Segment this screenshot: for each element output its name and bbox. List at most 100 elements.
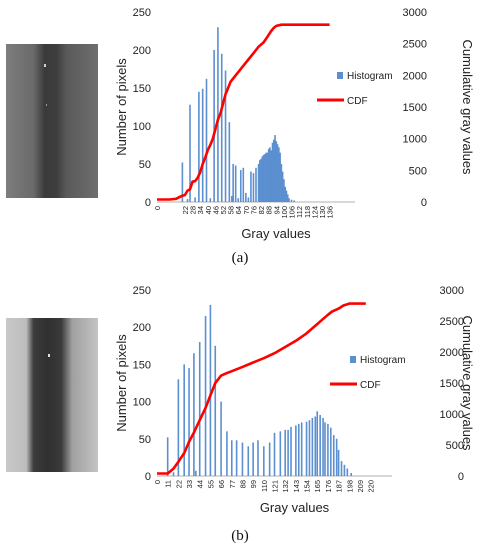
x-tick-label: 64 [234,206,243,214]
histogram-bar [271,142,274,202]
x-tick-label: 94 [272,206,281,214]
x-tick-label: 52 [219,206,228,214]
histogram-bar [252,173,255,202]
histogram-bar [343,464,346,476]
histogram-bar [220,401,222,476]
legend-swatch-histogram [350,356,356,363]
y2-axis-title: Cumulative gray values [460,39,475,175]
x-tick-label: 88 [238,480,247,488]
cdf-line [157,23,330,201]
histogram-bar [311,417,314,476]
histogram-bar [193,353,195,476]
histogram-bar [228,122,231,202]
x-tick-label: 130 [318,206,327,219]
figure-panel-b: 0 50 100 150 200 250 0 500 1000 1500 2000 2500 3000 0… [0,278,480,550]
histogram-bar [340,461,343,476]
y2-axis-title: Cumulative gray values [460,315,475,451]
histogram-bar [231,195,233,202]
histogram-bar [172,472,175,476]
histogram-bar [288,198,290,202]
y-tick-label: 250 [133,7,151,19]
histogram-bar [265,152,267,202]
caption-a: (a) [231,250,249,266]
legend-label-cdf: CDF [347,96,368,107]
caption-b: (b) [231,528,249,544]
histogram-bar [189,104,191,202]
x-tick-label: 44 [196,480,205,488]
histogram-bar [279,152,281,202]
x-tick-label: 187 [335,480,344,493]
histogram-bar [332,435,335,476]
x-tick-label: 88 [265,206,274,214]
histogram-bar [280,164,283,202]
x-tick-label: 11 [164,480,173,488]
x-tick-label: 76 [249,206,258,214]
histogram-bar [235,440,238,476]
histogram-bar [232,164,234,202]
y-tick-label: 50 [139,434,151,446]
x-tick-label: 55 [206,480,215,488]
histogram-bar [247,197,250,202]
histogram-bar [295,425,297,476]
histogram-bar [257,164,260,202]
y2-tick-label: 2500 [440,316,464,328]
histogram-bar [267,148,270,202]
histogram-bar [322,417,324,476]
y2-tick-label: 1000 [440,409,464,421]
histogram-bar [194,197,196,202]
legend-swatch-histogram [337,72,343,79]
histogram-bar [188,368,190,476]
x-tick-label: 132 [281,480,290,493]
histogram-bar [260,158,262,202]
x-axis-title: Gray values [241,226,311,241]
histogram-bar [261,156,264,202]
histogram-bar [224,70,227,203]
y2-tick-label: 500 [409,165,427,177]
histogram-bar [220,53,223,202]
histogram-bar [327,423,329,476]
histogram-bar [319,414,321,476]
y2-tick-label: 2500 [403,39,427,51]
y-tick-label: 100 [133,121,151,133]
histogram-bar [286,194,289,202]
x-tick-label: 82 [257,206,266,214]
x-tick-label: 22 [174,480,183,488]
histogram-bar [204,316,207,476]
cdf-line [157,302,366,475]
x-tick-label: 28 [189,206,198,214]
y2-tick-label: 1000 [403,134,427,146]
histogram-bar [241,442,244,476]
histogram-bar [297,423,300,476]
y-tick-label: 150 [133,83,151,95]
x-tick-label: 165 [313,480,322,493]
histogram-bar [305,421,308,476]
histogram-bar [276,144,279,202]
histogram-bar [177,379,180,476]
x-tick-label: 100 [280,206,289,219]
histogram-bar [245,192,247,202]
histogram-bar [209,304,212,476]
x-tick-label: 34 [196,206,205,214]
histogram-bar [234,165,237,202]
histogram-bar [226,431,228,476]
chart-b: 0501001502002500500100015002000250030000… [114,285,475,515]
chart-a: 0501001502002500500100015002000250030000… [114,7,475,241]
histogram-bar [247,446,250,476]
histogram-bar [198,342,201,476]
y-tick-label: 200 [133,322,151,334]
histogram-bar [281,171,284,202]
histogram-bar [166,437,169,476]
histogram-bar [250,171,252,202]
legend-label-cdf: CDF [360,380,381,391]
x-tick-label: 106 [288,206,297,219]
histogram-bar [268,442,271,476]
y-tick-label: 100 [133,397,151,409]
x-tick-label: 121 [271,480,280,493]
y-tick-label: 0 [145,197,151,209]
x-tick-label: 99 [249,480,258,488]
histogram-bar [255,167,257,202]
x-tick-label: 22 [181,206,190,214]
histogram-bar [284,186,286,202]
histogram-bar [181,162,184,202]
histogram-bar [183,364,185,476]
